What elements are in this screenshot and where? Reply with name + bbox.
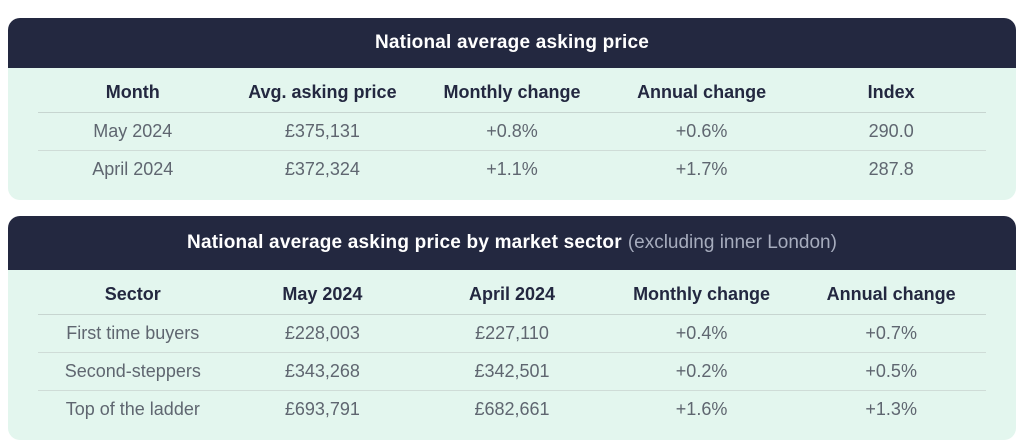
table-body: Month Avg. asking price Monthly change Annu… <box>8 68 1016 200</box>
value-cell: £228,003 <box>227 314 418 353</box>
table-row: First time buyers £228,003 £227,110 +0.4% +0… <box>38 314 986 353</box>
column-header: May 2024 <box>227 276 418 315</box>
value-cell: +1.3% <box>865 398 917 419</box>
market-sector-card: National average asking price by market … <box>8 216 1016 440</box>
value-cell: +0.8% <box>417 112 607 151</box>
column-header: Annual change <box>796 276 986 315</box>
national-average-asking-price-table: Month Avg. asking price Monthly change Annu… <box>38 74 986 188</box>
table-title-bar: National average asking price <box>8 18 1016 68</box>
value-cell: 287.8 <box>868 158 914 179</box>
table-title: National average asking price by market … <box>187 232 622 253</box>
table-row: May 2024 £375,131 +0.8% +0.6% 290.0 <box>38 112 986 151</box>
table-body: Sector May 2024 April 2024 Monthly change An… <box>8 270 1016 440</box>
column-header: Monthly change <box>417 74 607 113</box>
column-header: Avg. asking price <box>227 74 418 113</box>
row-label-cell: First time buyers <box>38 314 228 353</box>
column-header: Index <box>796 74 986 113</box>
value-cell: £372,324 <box>284 158 360 179</box>
value-cell: £343,268 <box>227 352 418 391</box>
value-cell: +0.2% <box>606 352 797 391</box>
table-row: Second-steppers £343,268 £342,501 +0.2% +0.5… <box>38 352 986 391</box>
value-cell: +0.4% <box>606 314 797 353</box>
column-header: April 2024 <box>417 276 607 315</box>
value-cell: £227,110 <box>417 314 607 353</box>
row-label-cell: Top of the ladder <box>65 398 200 419</box>
national-average-asking-price-card: National average asking price Month Avg. … <box>8 18 1016 200</box>
column-header: Month <box>38 74 228 113</box>
column-header: Sector <box>38 276 228 315</box>
row-label-cell: Second-steppers <box>38 352 228 391</box>
value-cell: +0.7% <box>796 314 986 353</box>
value-cell: 290.0 <box>796 112 986 151</box>
value-cell: £375,131 <box>227 112 418 151</box>
value-cell: +0.5% <box>796 352 986 391</box>
table-title-suffix: (excluding inner London) <box>627 232 837 253</box>
value-cell: £682,661 <box>474 398 550 419</box>
table-header-row: Month Avg. asking price Monthly change Annu… <box>38 74 986 113</box>
value-cell: £342,501 <box>417 352 607 391</box>
value-cell: +1.7% <box>675 158 728 179</box>
table-title: National average asking price <box>374 32 650 53</box>
value-cell: +0.6% <box>606 112 797 151</box>
column-header: Monthly change <box>606 276 797 315</box>
value-cell: +1.1% <box>486 158 538 179</box>
row-label-cell: May 2024 <box>38 112 228 151</box>
row-label-cell: April 2024 <box>92 158 174 179</box>
table-row: April 2024 £372,324 +1.1% +1.7% 287.8 <box>38 150 986 188</box>
table-header-row: Sector May 2024 April 2024 Monthly change An… <box>38 276 986 315</box>
market-sector-table: Sector May 2024 April 2024 Monthly change An… <box>38 276 986 428</box>
table-title-bar: National average asking price by market … <box>8 216 1016 270</box>
column-header: Annual change <box>606 74 797 113</box>
table-row: Top of the ladder £693,791 £682,661 +1.6% +1… <box>38 390 986 428</box>
value-cell: +1.6% <box>675 398 728 419</box>
value-cell: £693,791 <box>284 398 360 419</box>
